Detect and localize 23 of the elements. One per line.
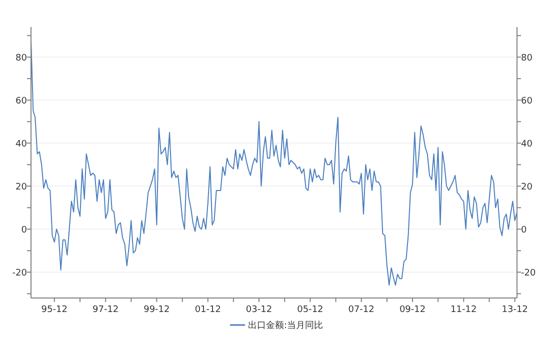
legend-label: 出口金额:当月同比 [248,320,324,332]
x-tick-label: 01-12 [194,305,221,315]
x-tick-label: 99-12 [144,305,170,315]
y-tick-label: 60 [16,96,28,106]
y2-tick-label: 40 [521,139,533,150]
y2-tick-label: 0 [521,225,527,236]
x-tick-label: 95-12 [41,305,68,315]
y-tick-label: 20 [16,182,28,192]
x-tick-label: 97-12 [92,305,119,315]
y-tick-label: 40 [16,139,28,150]
x-tick-label: 11-12 [450,305,477,315]
x-tick-label: 05-12 [297,305,324,315]
y2-tick-label: 80 [521,53,533,64]
y-tick-label: 80 [16,53,28,64]
y-tick-label: -20 [12,268,28,278]
y-tick-label: 0 [21,225,28,236]
x-tick-label: 09-12 [399,305,426,315]
y2-tick-label: 60 [521,96,533,106]
y2-tick-label: 20 [521,182,533,192]
x-tick-label: 13-12 [502,305,528,315]
y2-tick-label: -20 [521,268,536,278]
x-tick-label: 03-12 [246,305,272,315]
x-tick-label: 07-12 [348,305,374,315]
